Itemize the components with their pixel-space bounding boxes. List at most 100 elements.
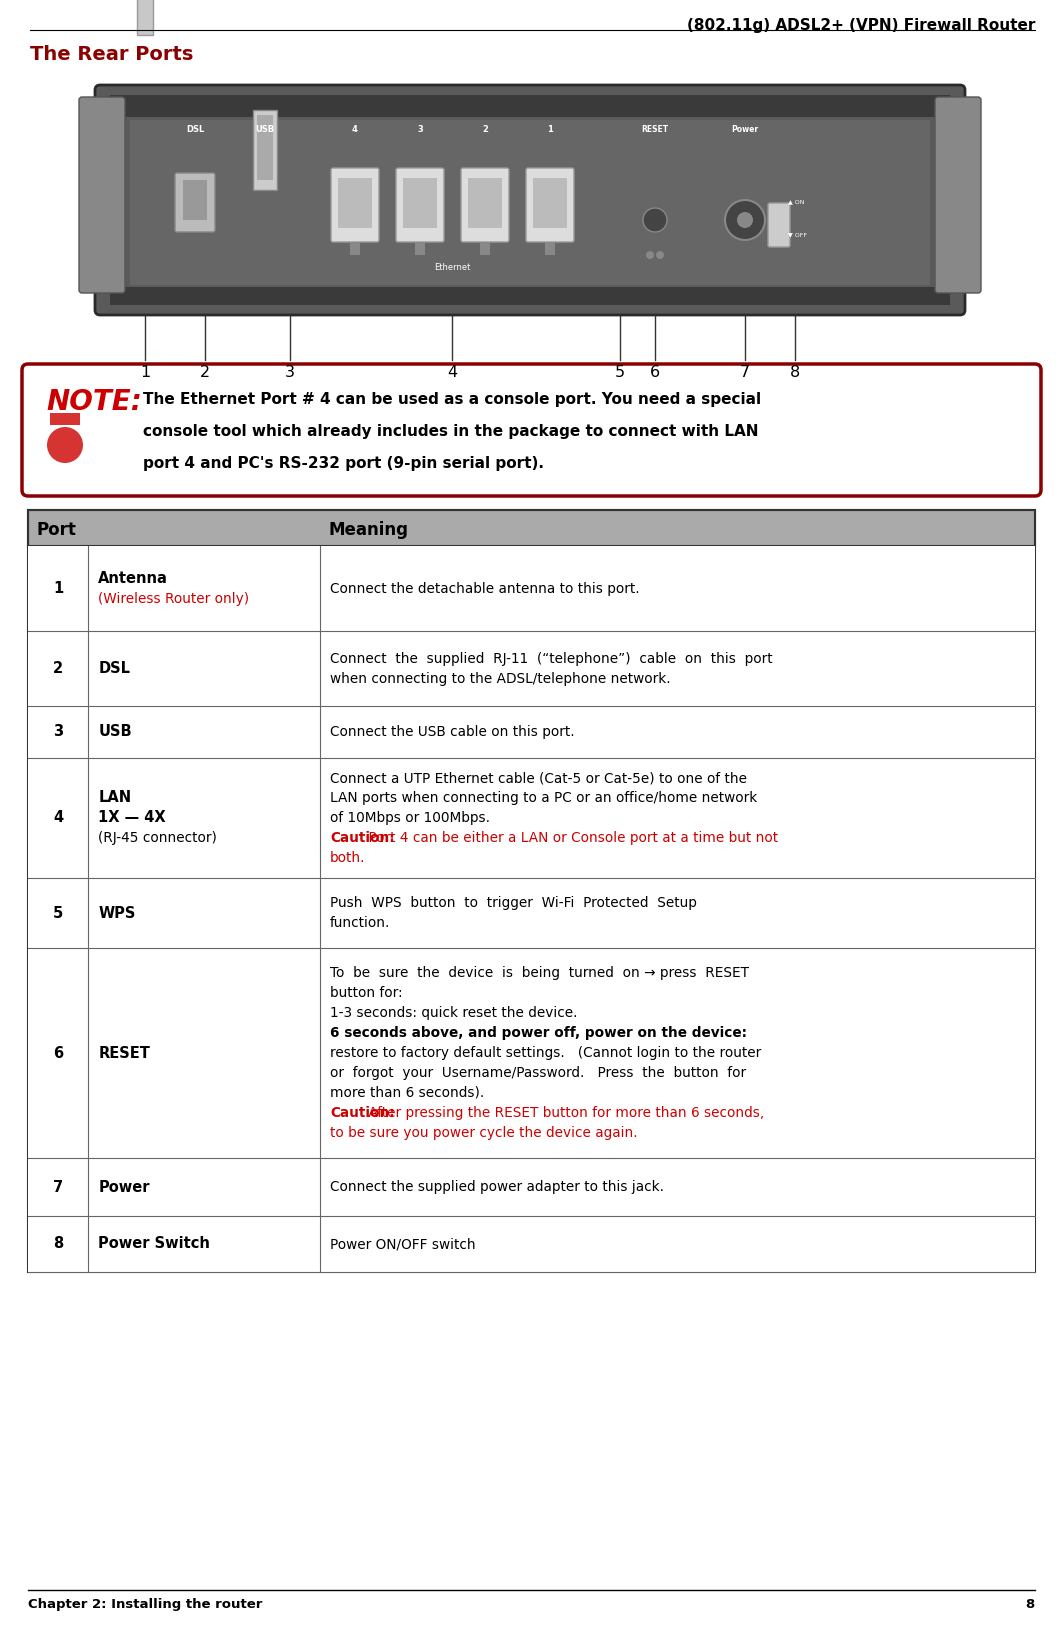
Text: 1: 1: [53, 580, 64, 597]
Bar: [28, 510, 1035, 546]
Text: or  forgot  your  Username/Password.   Press  the  button  for: or forgot your Username/Password. Press …: [330, 1065, 746, 1080]
Text: RESET: RESET: [99, 1046, 151, 1060]
Text: DSL: DSL: [99, 661, 130, 675]
Text: 7: 7: [53, 1180, 64, 1195]
Text: Connect a UTP Ethernet cable (Cat-5 or Cat-5e) to one of the: Connect a UTP Ethernet cable (Cat-5 or C…: [330, 770, 747, 785]
Bar: [28, 510, 1035, 1272]
Bar: [416, 243, 425, 256]
Text: RESET: RESET: [641, 125, 669, 134]
FancyBboxPatch shape: [396, 169, 444, 243]
Circle shape: [47, 428, 83, 462]
Text: 1-3 seconds: quick reset the device.: 1-3 seconds: quick reset the device.: [330, 1006, 578, 1019]
FancyBboxPatch shape: [80, 97, 125, 293]
Bar: [28, 879, 1035, 947]
Text: (Wireless Router only): (Wireless Router only): [99, 592, 249, 605]
Text: (802.11g) ADSL2+ (VPN) Firewall Router: (802.11g) ADSL2+ (VPN) Firewall Router: [687, 18, 1035, 33]
Circle shape: [725, 200, 765, 239]
Text: 4: 4: [447, 365, 457, 380]
Circle shape: [656, 251, 664, 259]
Bar: [469, 179, 502, 228]
Bar: [28, 1159, 1035, 1216]
Text: 1: 1: [140, 365, 151, 380]
Text: 3: 3: [418, 125, 423, 134]
Text: both.: both.: [330, 851, 366, 865]
Bar: [533, 179, 567, 228]
Bar: [130, 120, 930, 285]
Text: 3: 3: [285, 365, 295, 380]
Text: After pressing the RESET button for more than 6 seconds,: After pressing the RESET button for more…: [365, 1106, 764, 1119]
Text: 6: 6: [650, 365, 660, 380]
Bar: [28, 631, 1035, 706]
Bar: [28, 1216, 1035, 1272]
Text: console tool which already includes in the package to connect with LAN: console tool which already includes in t…: [143, 425, 759, 439]
Bar: [137, 0, 153, 34]
FancyBboxPatch shape: [768, 203, 790, 247]
Text: Port: Port: [36, 521, 76, 539]
Text: (RJ-45 connector): (RJ-45 connector): [99, 831, 217, 846]
Text: 1: 1: [547, 125, 553, 134]
Text: 8: 8: [53, 1236, 64, 1252]
Text: Connect  the  supplied  RJ-11  (“telephone”)  cable  on  this  port: Connect the supplied RJ-11 (“telephone”)…: [330, 651, 773, 665]
Text: 5: 5: [615, 365, 625, 380]
Text: 6: 6: [53, 1046, 64, 1060]
Text: 2: 2: [482, 125, 488, 134]
FancyBboxPatch shape: [95, 85, 965, 315]
Bar: [350, 243, 360, 256]
Text: port 4 and PC's RS-232 port (9-pin serial port).: port 4 and PC's RS-232 port (9-pin seria…: [143, 456, 544, 470]
Text: LAN: LAN: [99, 790, 131, 805]
Text: 4: 4: [53, 811, 64, 826]
Bar: [28, 947, 1035, 1159]
Bar: [50, 413, 80, 425]
Bar: [253, 110, 277, 190]
Bar: [28, 706, 1035, 757]
Text: Connect the supplied power adapter to this jack.: Connect the supplied power adapter to th…: [330, 1180, 664, 1193]
Text: 8: 8: [790, 365, 800, 380]
Circle shape: [643, 208, 667, 233]
Text: ▼ OFF: ▼ OFF: [788, 233, 807, 238]
Bar: [110, 287, 950, 305]
Text: to be sure you power cycle the device again.: to be sure you power cycle the device ag…: [330, 1126, 638, 1141]
Text: The Rear Ports: The Rear Ports: [30, 44, 193, 64]
Text: Push  WPS  button  to  trigger  Wi-Fi  Protected  Setup: Push WPS button to trigger Wi-Fi Protect…: [330, 897, 696, 910]
Text: 2: 2: [53, 661, 64, 675]
Text: Power: Power: [99, 1180, 149, 1195]
FancyBboxPatch shape: [331, 169, 379, 243]
Text: 5: 5: [53, 905, 64, 921]
FancyBboxPatch shape: [935, 97, 980, 293]
Text: Connect the detachable antenna to this port.: Connect the detachable antenna to this p…: [330, 582, 639, 595]
Text: USB: USB: [99, 724, 132, 739]
Circle shape: [646, 251, 654, 259]
Text: Ethernet: Ethernet: [434, 262, 471, 272]
Text: DSL: DSL: [186, 125, 205, 134]
Text: Port 4 can be either a LAN or Console port at a time but not: Port 4 can be either a LAN or Console po…: [365, 831, 778, 846]
Text: restore to factory default settings.   (Cannot login to the router: restore to factory default settings. (Ca…: [330, 1046, 761, 1060]
Text: Power Switch: Power Switch: [99, 1236, 210, 1252]
Bar: [545, 243, 555, 256]
Text: Connect the USB cable on this port.: Connect the USB cable on this port.: [330, 724, 575, 739]
Text: Power: Power: [731, 125, 759, 134]
Text: function.: function.: [330, 916, 390, 929]
Bar: [110, 95, 950, 116]
Text: 3: 3: [53, 724, 64, 739]
Text: 6 seconds above, and power off, power on the device:: 6 seconds above, and power off, power on…: [330, 1026, 747, 1041]
Text: Meaning: Meaning: [328, 521, 408, 539]
Circle shape: [737, 211, 753, 228]
Text: 1X — 4X: 1X — 4X: [99, 811, 166, 826]
Text: WPS: WPS: [99, 905, 136, 921]
Text: more than 6 seconds).: more than 6 seconds).: [330, 1087, 484, 1100]
FancyBboxPatch shape: [461, 169, 509, 243]
Text: USB: USB: [255, 125, 275, 134]
Text: 2: 2: [200, 365, 210, 380]
Bar: [28, 546, 1035, 631]
Text: 4: 4: [352, 125, 358, 134]
Text: ▲ ON: ▲ ON: [788, 200, 805, 205]
FancyBboxPatch shape: [22, 364, 1041, 497]
Text: To  be  sure  the  device  is  being  turned  on → press  RESET: To be sure the device is being turned on…: [330, 965, 749, 980]
Bar: [257, 115, 273, 180]
Text: The Ethernet Port # 4 can be used as a console port. You need a special: The Ethernet Port # 4 can be used as a c…: [143, 392, 761, 406]
Text: Caution:: Caution:: [330, 1106, 394, 1119]
Text: Chapter 2: Installing the router: Chapter 2: Installing the router: [28, 1598, 263, 1611]
FancyBboxPatch shape: [526, 169, 575, 243]
Bar: [480, 243, 490, 256]
Bar: [403, 179, 437, 228]
